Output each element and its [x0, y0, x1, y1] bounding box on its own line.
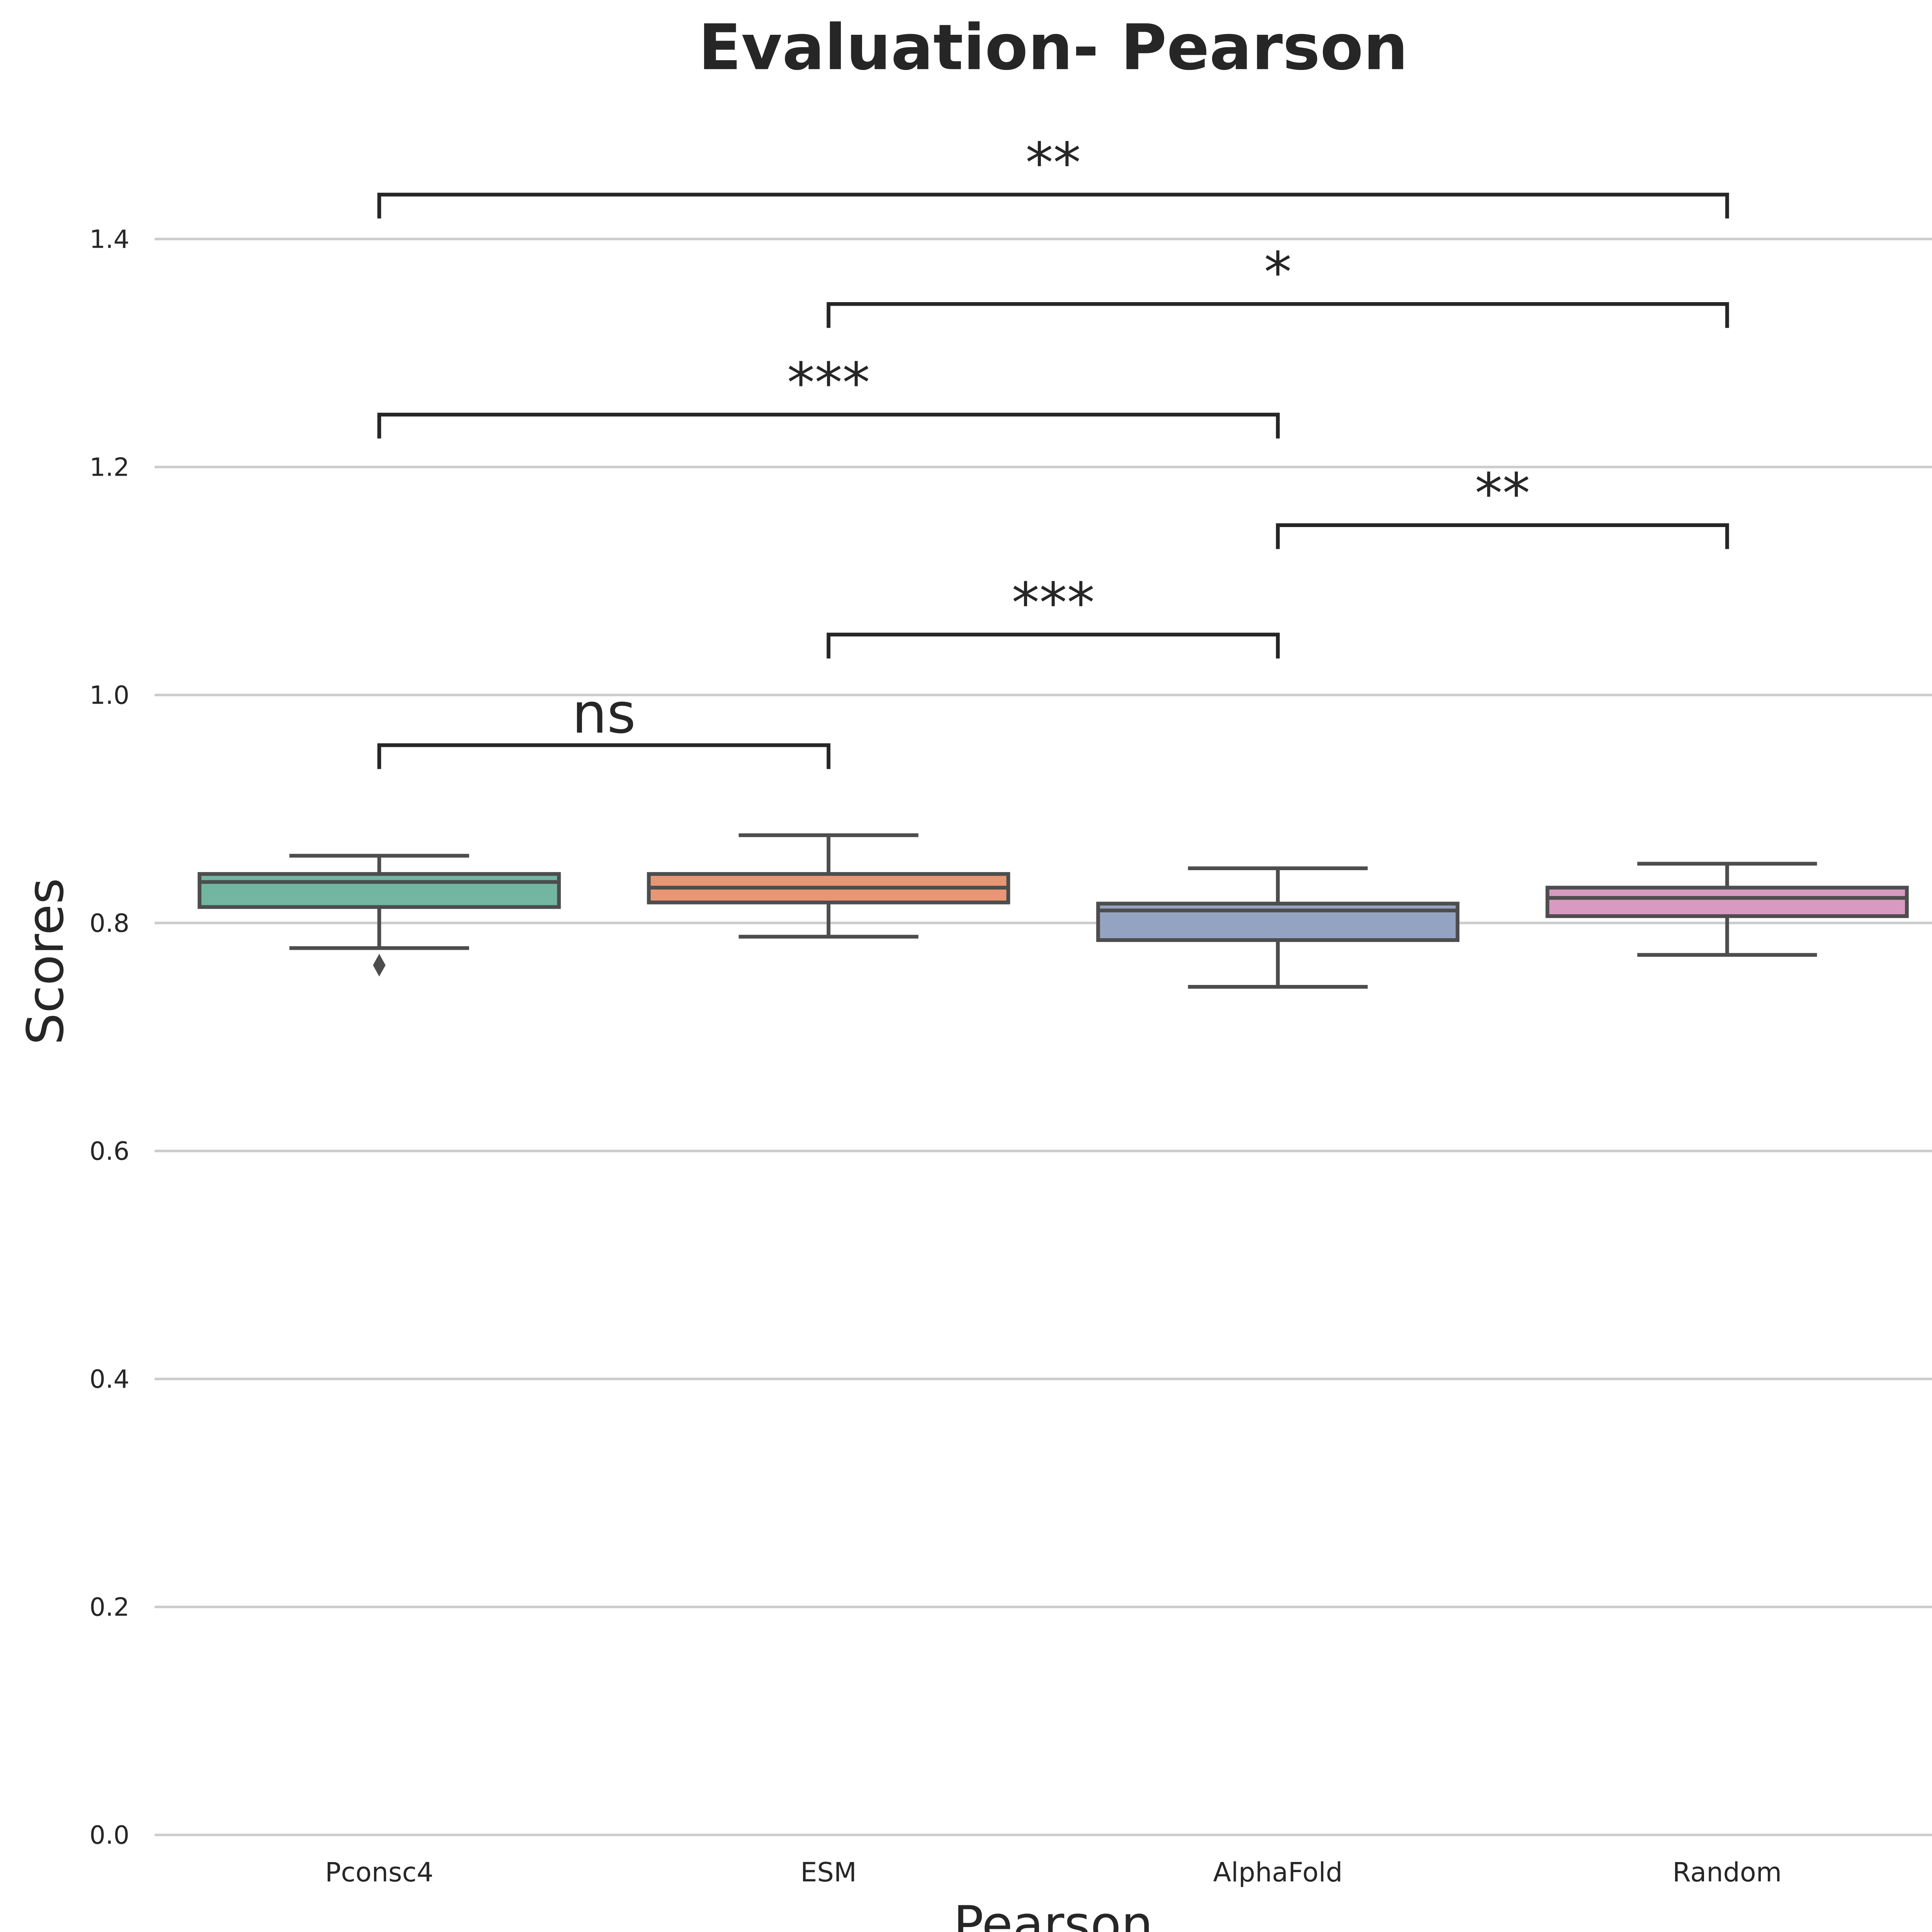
significance-label: *** [787, 350, 870, 415]
outlier [373, 954, 386, 977]
y-tick-label: 0.8 [90, 909, 129, 938]
significance-bracket [827, 633, 1280, 659]
y-tick-label: 1.0 [90, 681, 129, 710]
x-tick-label: Random [1672, 1857, 1782, 1888]
significance-bracket [827, 302, 1729, 328]
x-tick-label: ESM [801, 1857, 857, 1888]
y-tick-label: 0.6 [90, 1137, 129, 1166]
significance-label: ** [1475, 461, 1530, 526]
significance-label: *** [1012, 571, 1095, 635]
significance-bracket [1276, 523, 1729, 549]
box [197, 872, 561, 909]
significance-label: ns [572, 681, 636, 746]
chart-title: Evaluation- Pearson [698, 11, 1408, 84]
significance-label: * [1264, 240, 1292, 304]
significance-bracket [377, 192, 1729, 219]
x-tick-label: Pconsc4 [325, 1857, 433, 1888]
significance-bracket [377, 413, 1280, 439]
box [1545, 886, 1909, 918]
y-tick-label: 0.2 [90, 1593, 129, 1622]
y-tick-label: 1.4 [90, 225, 129, 254]
y-tick-label: 0.0 [90, 1821, 129, 1850]
x-tick-label: AlphaFold [1213, 1857, 1342, 1888]
significance-label: ** [1026, 131, 1081, 195]
x-axis-label: Pearson [953, 1895, 1153, 1932]
y-tick-label: 0.4 [90, 1365, 129, 1394]
significance-bracket [377, 743, 831, 769]
y-tick-label: 1.2 [90, 453, 129, 482]
y-axis-label: Scores [16, 878, 75, 1045]
